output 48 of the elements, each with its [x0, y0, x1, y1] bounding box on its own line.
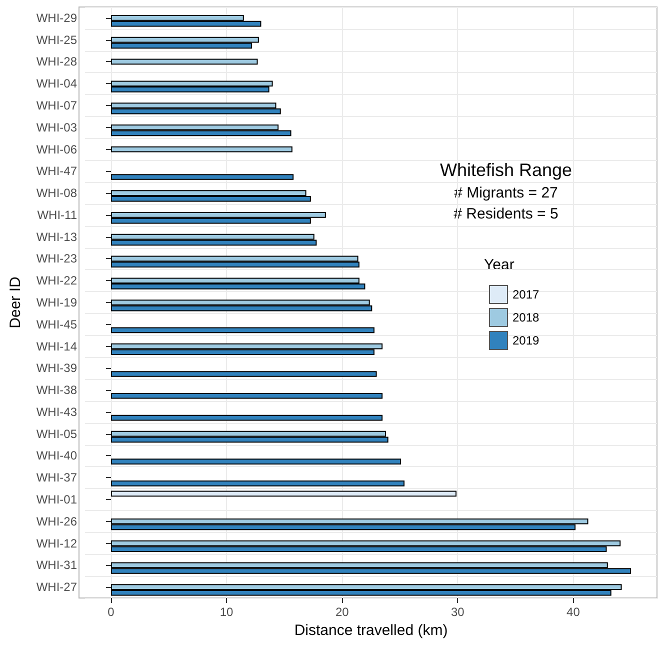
y-tick-label: WHI-43 — [36, 404, 78, 419]
y-tick-label: WHI-08 — [36, 186, 78, 200]
bar — [111, 490, 457, 497]
y-tick-label: WHI-29 — [36, 10, 78, 25]
y-tick-label: WHI-25 — [36, 32, 78, 47]
x-axis-title: Distance travelled (km) — [294, 622, 448, 639]
y-tick-label: WHI-23 — [36, 252, 78, 266]
bar — [111, 458, 402, 464]
y-tick-label: WHI-19 — [36, 296, 78, 310]
y-tick-label: WHI-47 — [36, 164, 78, 178]
y-tick-label: WHI-01 — [36, 492, 78, 506]
bar — [111, 480, 405, 486]
y-tick-label: WHI-40 — [36, 448, 78, 463]
y-tick-label: WHI-27 — [36, 580, 78, 594]
y-tick-label: WHI-22 — [36, 274, 78, 288]
y-tick-label: WHI-12 — [36, 536, 78, 550]
y-tick-label: WHI-03 — [36, 120, 78, 134]
y-tick-label: WHI-06 — [36, 142, 78, 156]
y-tick-label: WHI-26 — [36, 514, 78, 528]
legend-label: 2019 — [512, 334, 540, 348]
bar — [111, 392, 383, 399]
y-tick-label: WHI-05 — [36, 426, 78, 441]
y-tick-label: WHI-07 — [36, 98, 78, 112]
bar — [111, 146, 292, 152]
bar — [111, 174, 294, 180]
bar — [111, 327, 374, 334]
y-tick-label: WHI-37 — [36, 470, 78, 485]
y-tick-label: WHI-13 — [36, 230, 78, 244]
y-axis-title: Deer ID — [7, 276, 24, 328]
x-tick-label: 40 — [566, 605, 580, 619]
legend-label: 2017 — [512, 288, 540, 302]
y-tick-label: WHI-31 — [36, 558, 78, 572]
y-tick-label: WHI-39 — [36, 361, 78, 376]
y-tick-label: WHI-04 — [36, 76, 78, 91]
y-tick-label: WHI-45 — [36, 317, 78, 332]
y-tick-label: WHI-38 — [36, 383, 78, 398]
bar — [111, 371, 377, 377]
bar — [111, 414, 383, 421]
y-tick-label: WHI-11 — [37, 208, 78, 222]
x-tick-label: 10 — [220, 605, 234, 619]
legend-label: 2018 — [512, 310, 540, 324]
annotation: Whitefish Range — [440, 160, 572, 180]
x-tick-label: 20 — [335, 605, 350, 619]
y-tick-label: WHI-28 — [36, 54, 78, 69]
x-tick-label: 30 — [450, 605, 465, 619]
bar — [111, 58, 258, 65]
x-tick-label: 0 — [108, 605, 115, 619]
y-tick-label: WHI-14 — [36, 339, 78, 354]
